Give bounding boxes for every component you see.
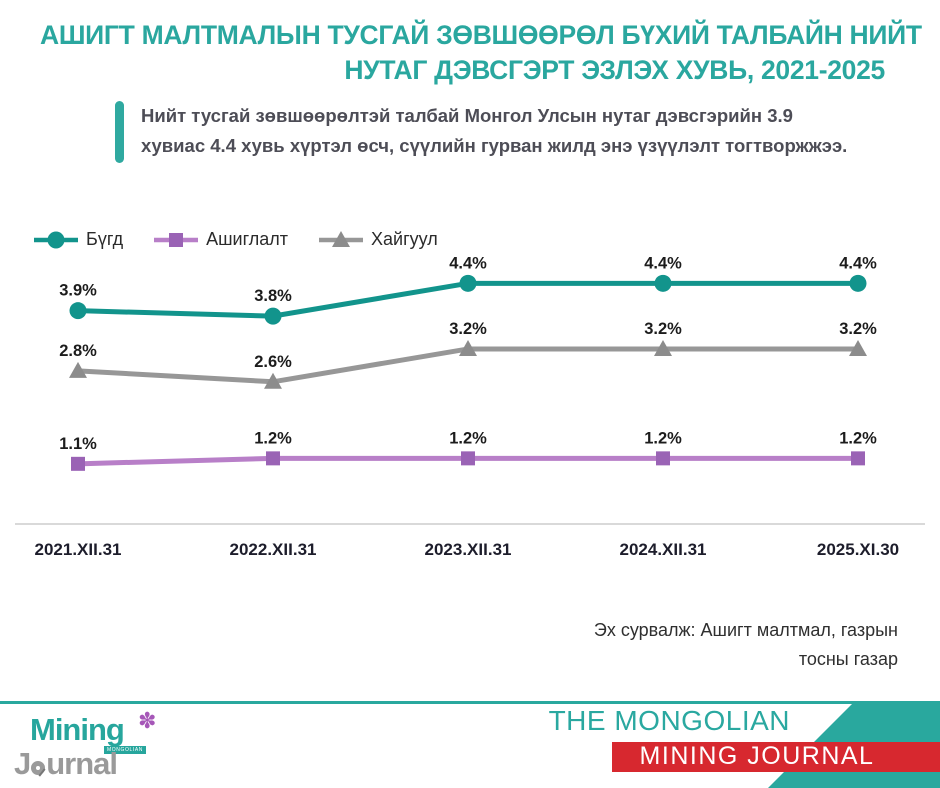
footer-tagline-top: THE MONGOLIAN — [548, 705, 790, 736]
legend-marker — [169, 232, 184, 247]
data-label-Бүгд: 4.4% — [644, 254, 682, 272]
data-label-Ашиглалт: 1.2% — [644, 429, 682, 447]
data-marker-Бүгд — [654, 274, 672, 292]
legend-item-Хайгуул: Хайгуул — [318, 229, 438, 250]
data-label-Хайгуул: 3.2% — [644, 320, 682, 338]
line-chart: 3.9% 3.8% 4.4% 4.4% 4.4% 1.1% 1.2% 1.2% 1.2% 1.2%… — [15, 254, 925, 559]
callout-text-line1: Нийт тусгай зөвшөөрөлтэй талбай Монгол У… — [141, 105, 793, 126]
footer-divider — [0, 701, 940, 704]
data-marker-Хайгуул — [654, 339, 672, 356]
data-marker-Ашиглалт — [851, 451, 865, 466]
legend-marker — [47, 231, 65, 248]
legend-label: Хайгуул — [371, 229, 438, 249]
x-tick-label: 2024.XII.31 — [620, 540, 707, 559]
data-marker-Ашиглалт — [461, 451, 475, 466]
data-label-Бүгд: 3.8% — [254, 287, 292, 305]
data-label-Бүгд: 3.9% — [59, 282, 97, 300]
logo-journal-pre: J — [14, 746, 31, 781]
data-label-Ашиглалт: 1.2% — [254, 429, 292, 447]
x-tick-label: 2021.XII.31 — [35, 540, 122, 559]
data-marker-Хайгуул — [264, 372, 282, 389]
callout-text: Нийт тусгай зөвшөөрөлтэй талбай Монгол У… — [141, 101, 847, 163]
footer-tagline-main: MINING JOURNAL — [639, 742, 875, 770]
logo-journal-post: urnal — [46, 746, 118, 781]
x-tick-label: 2023.XII.31 — [425, 540, 512, 559]
footer-red-banner — [612, 742, 940, 772]
page-title-line2: НУТАГ ДЭВСГЭРТ ЭЗЛЭХ ХУВЬ, 2021-2025 — [344, 55, 885, 85]
data-marker-Хайгуул — [69, 361, 87, 378]
legend-item-Ашиглалт: Ашиглалт — [153, 229, 288, 250]
page-title-line1: АШИГТ МАЛТМАЛЫН ТУСГАЙ ЗӨВШӨӨРӨЛ БҮХИЙ Т… — [40, 20, 922, 50]
dial-needle — [38, 768, 46, 777]
data-marker-Бүгд — [459, 274, 477, 292]
data-label-Ашиглалт: 1.1% — [59, 435, 97, 453]
data-marker-Ашиглалт — [71, 456, 85, 471]
chart-legend: Бүгд Ашиглалт Хайгуул — [33, 229, 438, 250]
legend-item-Бүгд: Бүгд — [33, 229, 123, 250]
data-label-Бүгд: 4.4% — [839, 254, 877, 272]
legend-label: Ашиглалт — [206, 229, 289, 249]
data-marker-Бүгд — [849, 274, 867, 292]
data-label-Ашиглалт: 1.2% — [449, 429, 487, 447]
legend-marker-square-icon — [154, 232, 199, 247]
legend-marker — [332, 230, 351, 247]
flower-icon: ✽ — [138, 708, 157, 733]
journal-o-dial-icon — [31, 761, 46, 777]
source-note-line1: Эх сурвалж: Ашигт малтмал, газрын — [593, 620, 898, 640]
logo-word-mining: Mining — [30, 712, 125, 747]
data-marker-Бүгд — [69, 302, 87, 320]
data-marker-Ашиглалт — [266, 451, 280, 466]
logo-band-text: MONGOLIAN — [104, 746, 146, 754]
data-label-Хайгуул: 3.2% — [449, 320, 487, 338]
page-title: АШИГТ МАЛТМАЛЫН ТУСГАЙ ЗӨВШӨӨРӨЛ БҮХИЙ Т… — [40, 18, 922, 88]
data-marker-Бүгд — [264, 307, 282, 325]
key-insight-callout: Нийт тусгай зөвшөөрөлтэй талбай Монгол У… — [115, 101, 880, 163]
callout-accent-bar — [115, 101, 124, 163]
x-tick-label: 2022.XII.31 — [230, 540, 317, 559]
data-label-Хайгуул: 2.6% — [254, 353, 292, 371]
data-label-Хайгуул: 2.8% — [59, 342, 97, 360]
legend-label: Бүгд — [86, 229, 124, 249]
data-label-Хайгуул: 3.2% — [839, 320, 877, 338]
source-note-line2: тосны газар — [798, 649, 898, 669]
data-label-Бүгд: 4.4% — [449, 254, 487, 272]
data-label-Ашиглалт: 1.2% — [839, 429, 877, 447]
data-marker-Хайгуул — [459, 339, 477, 356]
source-note: Эх сурвалж: Ашигт малтмал, газрын тосны … — [594, 616, 898, 674]
legend-marker-triangle-icon — [319, 230, 364, 247]
callout-text-line2: хувиас 4.4 хувь хүртэл өсч, сүүлийн гурв… — [141, 135, 848, 156]
data-marker-Ашиглалт — [656, 451, 670, 466]
legend-marker-circle-icon — [34, 231, 78, 248]
x-tick-label: 2025.XI.30 — [817, 540, 899, 559]
data-marker-Хайгуул — [849, 339, 867, 356]
